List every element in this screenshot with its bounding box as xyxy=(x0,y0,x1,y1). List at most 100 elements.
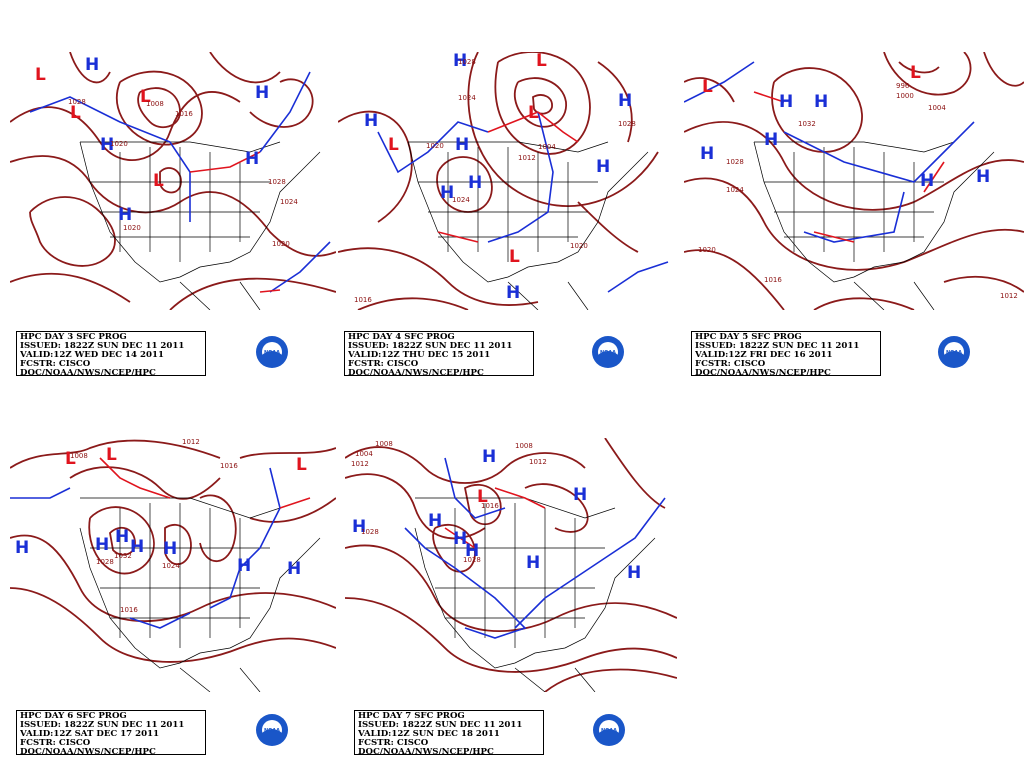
prog-info-box: HPC DAY 6 SFC PROG ISSUED: 1822Z SUN DEC… xyxy=(16,710,206,757)
logo-text: NOAA xyxy=(264,350,280,356)
isobars xyxy=(338,52,659,310)
isobar-label: 1028 xyxy=(68,98,86,106)
isobar-label: 1032 xyxy=(114,552,132,560)
high-center-icon: H xyxy=(920,171,934,191)
map-day4: H H H H H H H H L L L L 1028 1024 1020 1… xyxy=(338,52,674,310)
high-center-icon: H xyxy=(976,167,990,187)
isobar-label: 1000 xyxy=(896,92,914,100)
isobar-label: 1008 xyxy=(70,452,88,460)
issued-time: ISSUED: 1822Z SUN DEC 11 2011 xyxy=(358,721,523,730)
high-center-icon: H xyxy=(627,563,641,583)
logo-text: NOAA xyxy=(946,350,962,356)
high-center-icon: H xyxy=(468,173,482,193)
forecaster: FCSTR: CISCO xyxy=(358,739,429,748)
high-center-icon: H xyxy=(428,511,442,531)
agency: DOC/NOAA/NWS/NCEP/HPC xyxy=(695,369,831,378)
low-center-icon: L xyxy=(70,103,81,123)
agency: DOC/NOAA/NWS/NCEP/HPC xyxy=(348,369,484,378)
weather-map-day3: H H H H H L L L L 1028 1008 1016 1020 10… xyxy=(10,52,336,310)
isobar-label: 1024 xyxy=(452,196,470,204)
coastlines xyxy=(414,497,656,692)
isobar-label: 1012 xyxy=(351,460,369,468)
high-center-icon: H xyxy=(85,55,99,75)
high-center-icon: H xyxy=(526,553,540,573)
noaa-logo-icon: NOAA xyxy=(256,336,288,368)
isobar-label: 1012 xyxy=(1000,292,1018,300)
high-center-icon: H xyxy=(700,144,714,164)
pressure-centers: H H H H H H H L L L xyxy=(15,445,307,579)
valid-time: VALID:12Z THU DEC 15 2011 xyxy=(348,351,491,360)
fronts xyxy=(377,111,669,293)
high-center-icon: H xyxy=(440,183,454,203)
low-center-icon: L xyxy=(536,52,547,71)
isobar-label: 1008 xyxy=(515,442,533,450)
high-center-icon: H xyxy=(596,157,610,177)
isobar-labels: 1012 1016 1008 1028 1032 1024 1016 xyxy=(70,438,238,614)
isobar-labels: 1008 1004 1012 1008 1012 1016 1028 1028 xyxy=(351,440,547,564)
logo-text: NOAA xyxy=(601,728,617,734)
weather-map-day7: H H H H H H H H L 1008 1004 1012 1008 10… xyxy=(345,438,677,692)
low-center-icon: L xyxy=(153,171,164,191)
high-center-icon: H xyxy=(287,559,301,579)
isobar-label: 1020 xyxy=(698,246,716,254)
high-center-icon: H xyxy=(618,91,632,111)
isobar-label: 1032 xyxy=(798,120,816,128)
isobar-label: 1028 xyxy=(96,558,114,566)
prog-info-box: HPC DAY 7 SFC PROG ISSUED: 1822Z SUN DEC… xyxy=(354,710,544,757)
isobar-labels: 1032 1028 1024 1020 1016 1012 996 1000 1… xyxy=(698,82,1018,300)
low-center-icon: L xyxy=(910,63,921,83)
isobar-label: 1028 xyxy=(463,556,481,564)
high-center-icon: H xyxy=(482,447,496,467)
forecaster: FCSTR: CISCO xyxy=(348,360,419,369)
map-day6: H H H H H H H L L L 1012 1016 1008 1028 … xyxy=(10,438,336,692)
isobar-label: 1020 xyxy=(110,140,128,148)
fronts xyxy=(404,457,666,639)
prog-title: HPC DAY 4 SFC PROG xyxy=(348,333,455,342)
isobar-label: 1016 xyxy=(354,296,372,304)
isobar-label: 1024 xyxy=(726,186,744,194)
pressure-centers: H H H H H H H H L xyxy=(352,447,641,583)
high-center-icon: H xyxy=(163,539,177,559)
isobar-label: 1020 xyxy=(123,224,141,232)
isobar-labels: 1028 1008 1016 1020 1028 1024 1020 1020 xyxy=(68,98,298,248)
low-center-icon: L xyxy=(702,77,713,97)
isobar-label: 1024 xyxy=(162,562,180,570)
high-center-icon: H xyxy=(130,537,144,557)
low-center-icon: L xyxy=(35,65,46,85)
issued-time: ISSUED: 1822Z SUN DEC 11 2011 xyxy=(20,721,185,730)
noaa-logo-icon: NOAA xyxy=(593,714,625,746)
issued-time: ISSUED: 1822Z SUN DEC 11 2011 xyxy=(20,342,185,351)
high-center-icon: H xyxy=(100,135,114,155)
weather-map-day5: H H H H H H L L 1032 1028 1024 1020 1016… xyxy=(684,52,1024,310)
pressure-centers: H H H H H H L L xyxy=(700,63,990,191)
isobars xyxy=(345,438,677,692)
low-center-icon: L xyxy=(477,487,488,507)
high-center-icon: H xyxy=(506,283,520,303)
map-day7: H H H H H H H H L 1008 1004 1012 1008 10… xyxy=(345,438,677,692)
prog-title: HPC DAY 7 SFC PROG xyxy=(358,712,465,721)
weather-map-day4: H H H H H H H H L L L L 1028 1024 1020 1… xyxy=(338,52,669,310)
pressure-centers: H H H H H H H H L L L L xyxy=(364,52,632,303)
isobar-label: 1008 xyxy=(375,440,393,448)
high-center-icon: H xyxy=(245,149,259,169)
pressure-centers: H H H H H L L L L xyxy=(35,55,269,225)
high-center-icon: H xyxy=(118,205,132,225)
isobar-label: 1028 xyxy=(726,158,744,166)
high-center-icon: H xyxy=(465,541,479,561)
high-center-icon: H xyxy=(455,135,469,155)
coastlines xyxy=(79,141,321,310)
high-center-icon: H xyxy=(779,92,793,112)
fronts xyxy=(29,71,331,293)
valid-time: VALID:12Z FRI DEC 16 2011 xyxy=(695,351,833,360)
isobar-label: 1016 xyxy=(481,502,499,510)
high-center-icon: H xyxy=(573,485,587,505)
high-center-icon: H xyxy=(814,92,828,112)
isobar-label: 1012 xyxy=(182,438,200,446)
isobar-label: 1012 xyxy=(529,458,547,466)
isobar-label: 1016 xyxy=(175,110,193,118)
high-center-icon: H xyxy=(15,538,29,558)
isobar-labels: 1028 1024 1020 1004 1012 1028 1024 1020 … xyxy=(354,58,636,304)
forecaster: FCSTR: CISCO xyxy=(20,360,91,369)
prog-info-box: HPC DAY 4 SFC PROG ISSUED: 1822Z SUN DEC… xyxy=(344,331,534,378)
isobar-label: 1028 xyxy=(268,178,286,186)
